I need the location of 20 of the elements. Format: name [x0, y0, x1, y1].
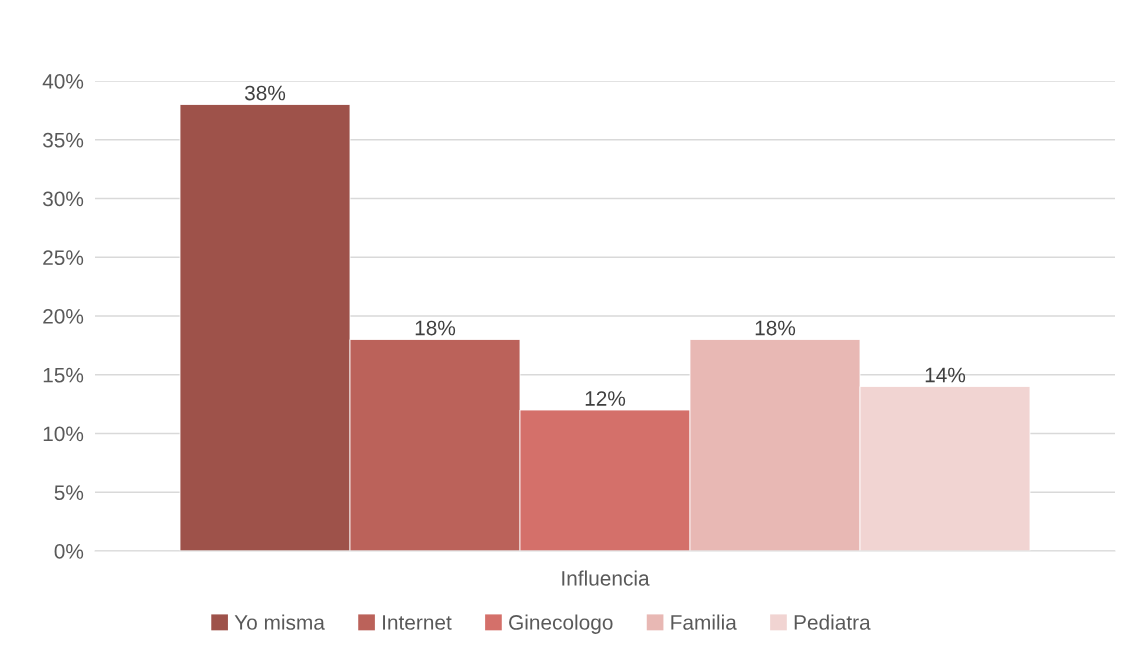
y-tick-label: 5% — [54, 485, 84, 500]
y-tick-label: 15% — [43, 367, 84, 383]
data-label: 38% — [244, 85, 286, 101]
legend-label: Familia — [671, 614, 737, 630]
y-tick-label: 35% — [42, 132, 84, 148]
y-tick-label: 0% — [54, 544, 84, 559]
y-tick-label: 10% — [43, 426, 84, 442]
data-label: 18% — [755, 320, 796, 336]
legend-label: Internet — [383, 615, 452, 630]
x-tick-label: Influencia — [562, 570, 650, 586]
data-label: 14% — [925, 367, 966, 383]
y-tick-label: 30% — [42, 191, 84, 207]
y-tick-label: 20% — [43, 309, 84, 324]
y-tick-label: 25% — [43, 250, 84, 265]
legend-label: Pediatra — [794, 614, 871, 630]
data-label: 12% — [585, 391, 626, 406]
legend-label: Yo misma — [234, 614, 325, 630]
data-label: 18% — [415, 320, 456, 336]
y-tick-label: 40% — [42, 74, 84, 89]
legend-label: Ginecologo — [509, 614, 613, 634]
